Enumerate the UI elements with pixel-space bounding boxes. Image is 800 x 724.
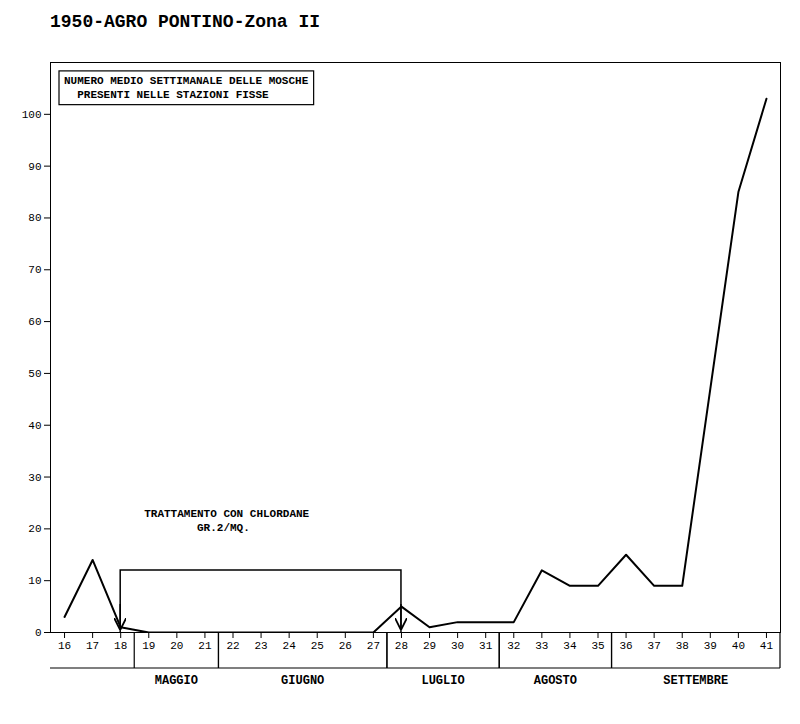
svg-text:29: 29 xyxy=(423,640,436,652)
svg-text:0: 0 xyxy=(35,627,42,639)
svg-text:MAGGIO: MAGGIO xyxy=(155,674,198,688)
svg-text:38: 38 xyxy=(676,640,689,652)
svg-text:70: 70 xyxy=(28,264,41,276)
svg-text:90: 90 xyxy=(28,161,41,173)
svg-text:39: 39 xyxy=(704,640,717,652)
svg-text:16: 16 xyxy=(58,640,71,652)
svg-text:100: 100 xyxy=(22,109,42,121)
svg-text:80: 80 xyxy=(28,212,41,224)
svg-text:30: 30 xyxy=(28,472,41,484)
svg-text:26: 26 xyxy=(339,640,352,652)
svg-text:50: 50 xyxy=(28,368,41,380)
svg-text:20: 20 xyxy=(28,523,41,535)
svg-text:20: 20 xyxy=(170,640,183,652)
svg-text:AGOSTO: AGOSTO xyxy=(534,674,577,688)
svg-text:35: 35 xyxy=(591,640,604,652)
svg-text:NUMERO MEDIO SETTIMANALE DELLE: NUMERO MEDIO SETTIMANALE DELLE MOSCHE PR… xyxy=(64,75,309,101)
svg-text:GIUGNO: GIUGNO xyxy=(281,674,324,688)
svg-text:10: 10 xyxy=(28,575,41,587)
svg-text:30: 30 xyxy=(451,640,464,652)
svg-text:28: 28 xyxy=(395,640,408,652)
svg-text:TRATTAMENTO CON CHLORDANE: TRATTAMENTO CON CHLORDANE GR.2/MQ. xyxy=(144,508,309,534)
svg-text:LUGLIO: LUGLIO xyxy=(421,674,464,688)
html-text:1950-AGRO PONTINO-Zona II: 1950-AGRO PONTINO-Zona II xyxy=(50,12,320,32)
svg-text:24: 24 xyxy=(283,640,297,652)
svg-text:33: 33 xyxy=(535,640,548,652)
svg-text:23: 23 xyxy=(254,640,267,652)
svg-text:40: 40 xyxy=(28,420,41,432)
svg-text:22: 22 xyxy=(226,640,239,652)
svg-text:18: 18 xyxy=(114,640,127,652)
svg-text:36: 36 xyxy=(619,640,632,652)
svg-text:34: 34 xyxy=(563,640,577,652)
svg-text:41: 41 xyxy=(760,640,774,652)
svg-text:SETTEMBRE: SETTEMBRE xyxy=(663,674,728,688)
svg-text:40: 40 xyxy=(732,640,745,652)
svg-text:27: 27 xyxy=(367,640,380,652)
svg-text:25: 25 xyxy=(311,640,324,652)
svg-text:19: 19 xyxy=(142,640,155,652)
svg-text:17: 17 xyxy=(86,640,99,652)
svg-text:37: 37 xyxy=(648,640,661,652)
svg-text:21: 21 xyxy=(198,640,212,652)
svg-text:32: 32 xyxy=(507,640,520,652)
svg-text:60: 60 xyxy=(28,316,41,328)
svg-text:31: 31 xyxy=(479,640,493,652)
